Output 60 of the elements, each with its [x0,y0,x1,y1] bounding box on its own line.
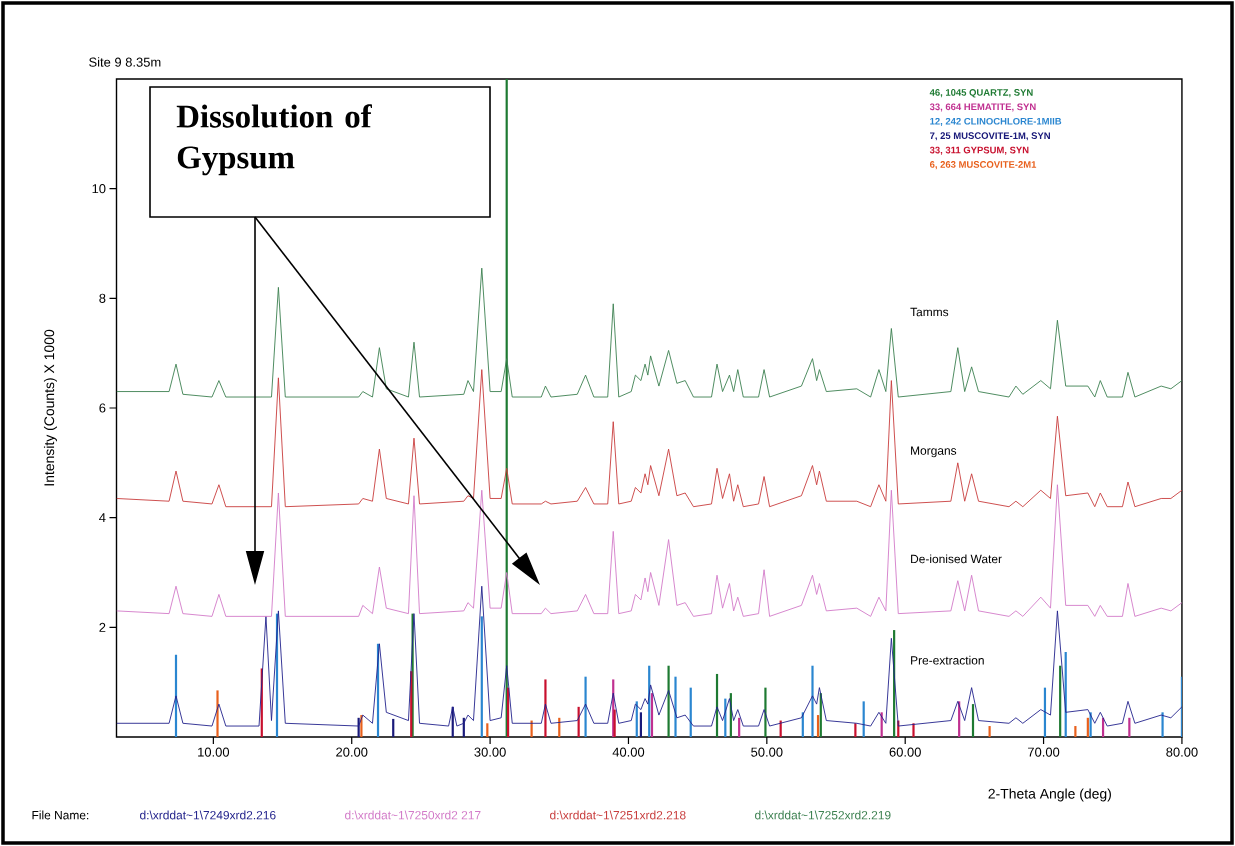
bar [764,687,767,737]
series-label: Tamms [910,307,949,317]
x-axis-title: 2-Theta Angle (deg) [988,788,1111,802]
bar [988,726,991,737]
x-tick-label: 70.00 [1028,747,1060,757]
text: 7, 25 MUSCOVITE-1M, SYN [930,132,1050,141]
bar [667,665,670,737]
bar [971,704,975,737]
bar [639,712,643,737]
y-tick-label: 6 [99,403,106,413]
line-series [116,267,1182,398]
bar [1086,717,1089,737]
bar [584,676,587,737]
bar [816,715,820,737]
text: d:\xrddat~1\7251xrd2.218 [550,810,686,820]
bar [480,616,483,737]
text: d:\xrddat~1\7252xrd2.219 [755,810,891,820]
y-axis-title: Intensity (Counts) X 1000 [43,329,57,486]
bar [613,709,616,737]
text: 12, 242 CLINOCHLORE-1MIIB [930,117,1062,126]
bar [650,693,654,737]
series-label: De-ionised Water [911,554,1002,564]
bar [486,723,489,737]
bar [392,718,395,737]
text: d:\xrddat~1\7249xrd2.216 [140,810,276,820]
line-series [116,484,1182,617]
line-series [116,369,1182,508]
text: 33, 664 HEMATITE, SYN [929,103,1036,112]
y-tick-label: 10 [92,184,106,194]
bar [811,665,814,737]
bar [862,701,865,737]
text: 46, 1045 QUARTZ, SYN [929,89,1033,98]
x-tick-label: 40.00 [612,747,645,757]
y-tick-label: 8 [99,293,106,303]
bar [1161,712,1164,737]
x-tick-label: 10.00 [198,747,230,757]
text: 33, 311 GYPSUM, SYN [929,146,1029,155]
y-tick-label: 4 [99,513,106,523]
chart-title: Site 9 8.35m [89,57,161,67]
bar [216,690,219,737]
x-tick-label: 80.00 [1166,747,1198,757]
series-label: Pre-extraction [911,655,984,665]
text: File Name: [32,810,89,820]
x-tick-label: 30.00 [474,747,506,757]
bar [1074,726,1077,737]
bar [544,679,547,737]
y-tick-label: 2 [99,622,106,632]
x-tick-label: 20.00 [336,747,368,757]
x-tick-label: 60.00 [889,747,921,757]
bar [674,676,677,737]
x-tick-label: 50.00 [751,747,783,757]
line-series [116,585,1182,727]
bar [1059,665,1062,737]
bar [912,723,915,737]
text: d:\xrddat~1\7250xrd2 217 [345,810,481,820]
annotation: Dissolution of Gypsum [176,104,372,176]
text: 6, 263 MUSCOVITE-2M1 [929,161,1037,170]
series-label: Morgans [911,446,957,458]
bar [738,717,741,737]
bar [1128,717,1131,737]
